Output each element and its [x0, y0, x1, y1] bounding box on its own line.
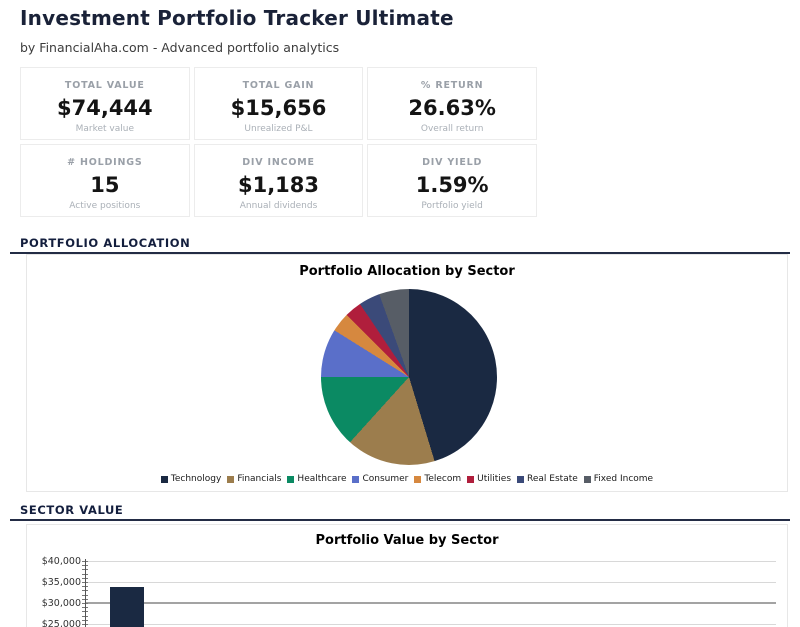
legend-item-technology: Technology [160, 474, 222, 484]
legend-label: Real Estate [527, 474, 578, 484]
stat-label: # HOLDINGS [67, 157, 143, 168]
bar-technology [110, 587, 144, 627]
stat-value: $15,656 [230, 96, 327, 120]
pie-legend: Technology Financials Healthcare Consumer Te… [27, 474, 787, 484]
sector-value-chart-box: Portfolio Value by Sector $40,000 $35,000… [26, 524, 788, 627]
stat-sub: Active positions [69, 201, 141, 211]
stat-label: TOTAL GAIN [242, 80, 315, 91]
legend-item-real-estate: Real Estate [517, 474, 578, 484]
legend-swatch [160, 475, 168, 483]
stat-label: TOTAL VALUE [64, 80, 145, 91]
section-header-portfolio-allocation: PORTFOLIO ALLOCATION [20, 236, 191, 250]
stat-sub: Unrealized P&L [244, 124, 313, 134]
stat-card-4: DIV INCOME $1,183 Annual dividends [193, 144, 364, 217]
legend-swatch [227, 475, 235, 483]
y-tick-label-2: $30,000 [41, 598, 81, 609]
stat-sub: Annual dividends [239, 201, 318, 211]
y-tick-label-0: $40,000 [41, 556, 81, 567]
legend-swatch [583, 475, 591, 483]
bar-chart-title: Portfolio Value by Sector [315, 533, 499, 548]
stat-card-5: DIV YIELD 1.59% Portfolio yield [367, 144, 537, 217]
allocation-pie-chart [321, 289, 497, 465]
legend-swatch [287, 475, 295, 483]
section-rule-sector-value [10, 519, 790, 521]
legend-label: Healthcare [297, 474, 347, 484]
stat-label: DIV INCOME [242, 157, 315, 168]
stat-card-0: TOTAL VALUE $74,444 Market value [20, 67, 190, 140]
y-gridline-1 [85, 582, 776, 583]
legend-swatch [352, 475, 360, 483]
stat-sub: Overall return [420, 124, 484, 134]
stats-grid: TOTAL VALUE $74,444 Market value TOTAL GAIN… [20, 67, 537, 217]
stat-sub: Market value [75, 124, 135, 134]
legend-item-consumer: Consumer [352, 474, 408, 484]
legend-swatch [517, 475, 525, 483]
page-subtitle: by FinancialAha.com - Advanced portfolio… [20, 40, 340, 55]
stat-value: 26.63% [408, 96, 496, 120]
legend-label: Financials [237, 474, 282, 484]
section-rule-allocation [10, 252, 790, 254]
legend-item-financials: Financials [227, 474, 281, 484]
y-tick-label-1: $35,000 [41, 577, 81, 588]
legend-item-healthcare: Healthcare [287, 474, 346, 484]
stat-value: $1,183 [237, 173, 320, 197]
legend-label: Consumer [362, 474, 409, 484]
y-tick-label-3: $25,000 [41, 619, 81, 627]
legend-label: Technology [170, 474, 222, 484]
stat-card-2: % RETURN 26.63% Overall return [367, 67, 537, 140]
stat-label: DIV YIELD [422, 157, 483, 168]
legend-swatch [414, 475, 422, 483]
legend-item-fixed-income: Fixed Income [583, 474, 654, 484]
legend-item-telecom: Telecom [414, 474, 461, 484]
section-header-sector-value: SECTOR VALUE [20, 503, 124, 517]
y-gridline-3 [85, 624, 776, 625]
legend-swatch [467, 475, 475, 483]
stat-value: 1.59% [415, 173, 489, 197]
y-axis-line [85, 559, 86, 627]
y-gridline-0 [85, 561, 776, 562]
stat-value: $74,444 [57, 96, 153, 120]
legend-label: Fixed Income [593, 474, 654, 484]
stat-label: % RETURN [420, 80, 484, 91]
legend-label: Telecom [424, 474, 462, 484]
legend-label: Utilities [477, 474, 512, 484]
legend-item-utilities: Utilities [467, 474, 511, 484]
stat-card-3: # HOLDINGS 15 Active positions [20, 144, 190, 217]
stat-value: 15 [90, 173, 120, 197]
pie-chart-title: Portfolio Allocation by Sector [299, 264, 515, 279]
y-gridline-2 [85, 602, 776, 604]
stat-sub: Portfolio yield [421, 201, 483, 211]
stat-card-1: TOTAL GAIN $15,656 Unrealized P&L [193, 67, 364, 140]
page-title: Investment Portfolio Tracker Ultimate [20, 6, 454, 30]
allocation-chart-box: Portfolio Allocation by Sector Technolog… [26, 254, 788, 492]
